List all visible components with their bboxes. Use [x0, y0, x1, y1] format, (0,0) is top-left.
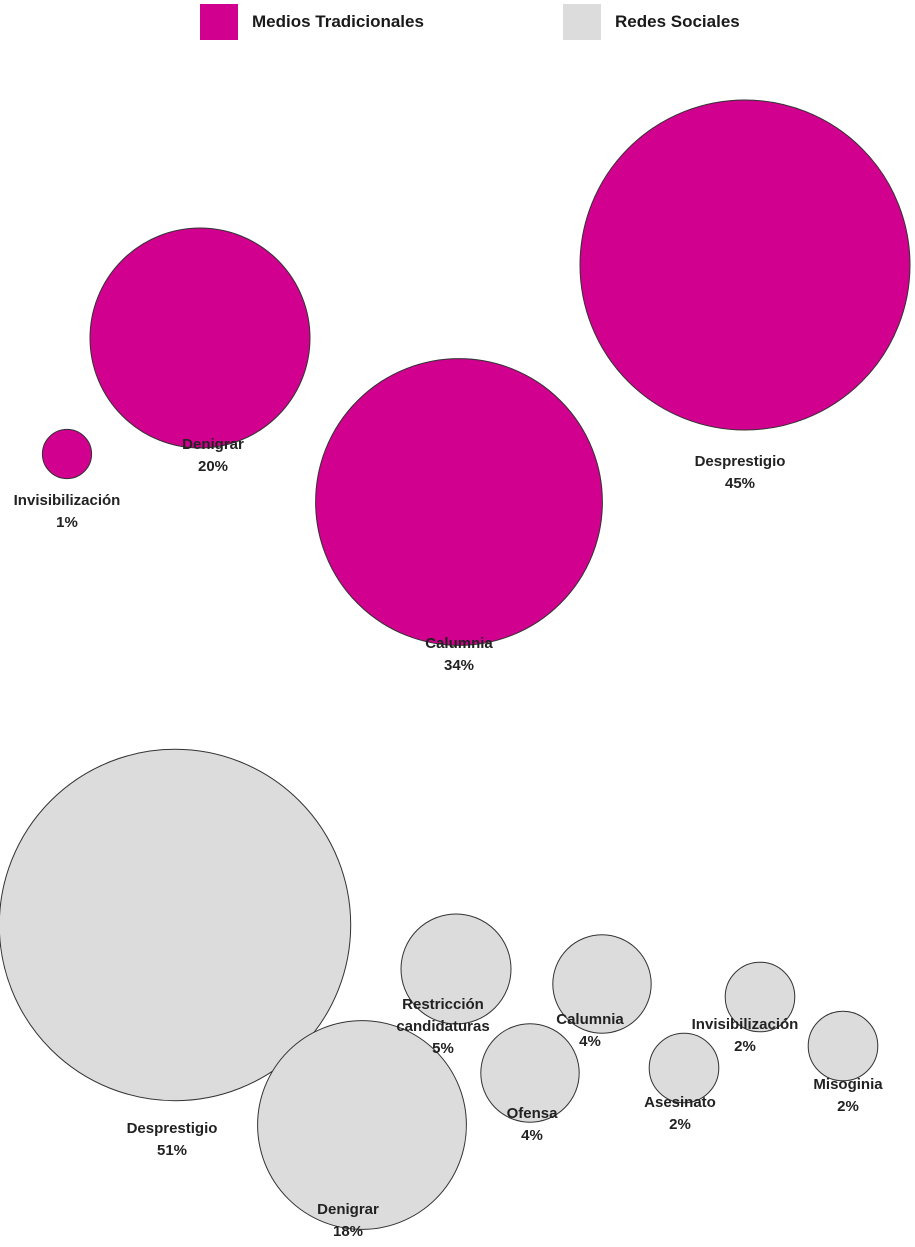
bubble-category-label-redes-ofensa: Ofensa — [507, 1105, 559, 1122]
bubble-category-label-redes-restriccion-candidaturas-2: candidaturas — [396, 1018, 489, 1035]
bubble-category-label-medios-desprestigio: Desprestigio — [695, 453, 786, 470]
bubble-category-label-redes-restriccion-candidaturas-1: Restricción — [402, 996, 484, 1013]
bubble-category-label-redes-invisibilizacion: Invisibilización — [692, 1016, 799, 1033]
bubble-value-label-redes-desprestigio: 51% — [157, 1142, 187, 1159]
legend-item-redes: Redes Sociales — [563, 4, 740, 40]
bubble-category-label-redes-misoginia: Misoginia — [813, 1076, 883, 1093]
legend-label-medios: Medios Tradicionales — [252, 12, 424, 31]
bubble-group-medios: Invisibilización 1% Denigrar 20% Calumnia 34%… — [14, 99, 911, 674]
bubble-value-label-redes-asesinato: 2% — [669, 1116, 691, 1133]
bubble-value-label-redes-invisibilizacion: 2% — [734, 1038, 756, 1055]
legend: Medios Tradicionales Redes Sociales — [0, 0, 915, 50]
bubble-redes-denigrar — [257, 1020, 467, 1230]
bubble-value-label-medios-denigrar: 20% — [198, 458, 228, 475]
bubble-group-redes: Desprestigio 51% Denigrar 18% Restricción can… — [0, 748, 883, 1240]
bubble-value-label-medios-calumnia: 34% — [444, 657, 474, 674]
bubble-category-label-medios-calumnia: Calumnia — [425, 635, 493, 652]
bubble-category-label-redes-denigrar: Denigrar — [317, 1201, 379, 1218]
bubble-category-label-redes-calumnia: Calumnia — [556, 1011, 624, 1028]
bubble-medios-calumnia — [315, 358, 603, 646]
bubble-redes-desprestigio — [0, 748, 352, 1102]
bubble-redes-misoginia — [807, 1010, 879, 1082]
bubble-medios-desprestigio — [579, 99, 911, 431]
bubble-redes-asesinato — [648, 1032, 720, 1104]
bubble-value-label-redes-denigrar: 18% — [333, 1223, 363, 1240]
bubble-value-label-redes-restriccion-candidaturas: 5% — [432, 1040, 454, 1057]
bubble-category-label-medios-invisibilizacion: Invisibilización — [14, 492, 121, 509]
bubble-value-label-redes-misoginia: 2% — [837, 1098, 859, 1115]
bubble-redes-restriccion-candidaturas — [400, 913, 512, 1025]
bubble-redes-invisibilizacion — [724, 961, 796, 1033]
bubble-category-label-medios-denigrar: Denigrar — [182, 436, 244, 453]
legend-item-medios: Medios Tradicionales — [200, 4, 424, 40]
bubble-medios-denigrar — [89, 227, 311, 449]
bubble-value-label-redes-calumnia: 4% — [579, 1033, 601, 1050]
bubble-value-label-redes-ofensa: 4% — [521, 1127, 543, 1144]
bubble-value-label-medios-invisibilizacion: 1% — [56, 514, 78, 531]
bubble-medios-invisibilizacion — [41, 428, 93, 480]
legend-swatch-redes — [563, 4, 601, 40]
bubble-category-label-redes-desprestigio: Desprestigio — [127, 1120, 218, 1137]
bubble-value-label-medios-desprestigio: 45% — [725, 475, 755, 492]
legend-swatch-medios — [200, 4, 238, 40]
legend-label-redes: Redes Sociales — [615, 12, 740, 31]
bubble-category-label-redes-asesinato: Asesinato — [644, 1094, 716, 1111]
bubble-redes-calumnia — [552, 934, 652, 1034]
bubble-redes-ofensa — [480, 1023, 580, 1123]
